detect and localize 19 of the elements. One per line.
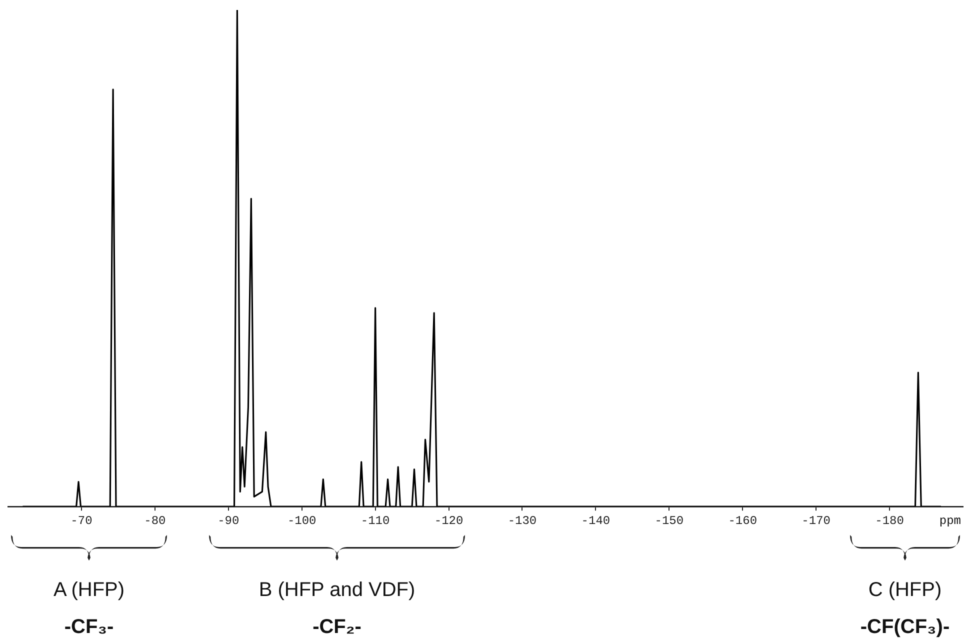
x-tick-label: -170 [802, 514, 830, 528]
x-tick-label: -100 [287, 514, 316, 528]
text: -CF(CF₃)- [859, 616, 951, 639]
x-tick-label: -150 [654, 514, 684, 528]
x-tick-label: -80 [144, 514, 166, 528]
x-tick-label: -90 [218, 514, 240, 528]
text: B (HFP and VDF) [258, 579, 416, 602]
x-tick-label: -70 [70, 514, 92, 528]
text: A (HFP) [52, 579, 126, 602]
x-axis-title: ppm [939, 514, 961, 528]
x-tick-label: -140 [581, 514, 610, 528]
x-tick-label: -120 [434, 514, 464, 528]
x-tick-label: -160 [728, 514, 758, 528]
x-tick-label: -130 [508, 514, 537, 528]
text: -CF₂- [312, 616, 362, 639]
text: C (HFP) [867, 579, 943, 602]
x-tick-label: -180 [875, 514, 904, 528]
x-tick-label: -110 [360, 514, 390, 528]
text: -CF₃- [63, 616, 115, 639]
